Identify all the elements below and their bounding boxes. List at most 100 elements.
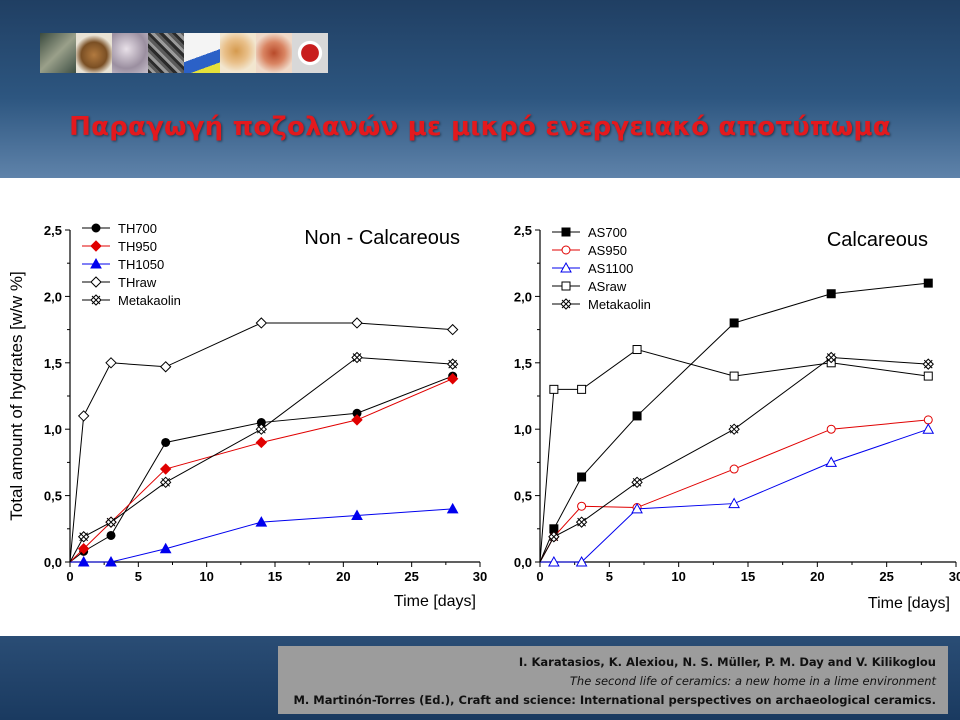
data-point-cross [79, 532, 89, 542]
x-tick-label: 10 [199, 569, 213, 584]
data-point [105, 357, 117, 369]
data-point [159, 542, 172, 554]
series-line [539, 348, 929, 563]
series-th950 [69, 373, 459, 563]
data-point [729, 318, 739, 328]
series-as1100 [540, 423, 935, 567]
legend-marker [90, 276, 102, 288]
data-point [105, 555, 117, 567]
legend-label: AS950 [588, 243, 627, 258]
data-point [77, 543, 90, 555]
x-tick-label: 20 [810, 569, 824, 584]
y-tick-label: 2,0 [514, 289, 532, 304]
data-point-cross [923, 359, 933, 369]
legend-label: Metakaolin [118, 293, 181, 308]
data-point-cross [632, 477, 642, 487]
data-point [255, 317, 268, 329]
data-point-cross [106, 517, 116, 527]
y-axis-label: Total amount of hydrates [w/w %] [7, 271, 26, 520]
data-point [577, 384, 587, 394]
data-point [351, 317, 363, 329]
legend: TH700 TH950 TH1050 THraw Metakaolin [82, 221, 181, 308]
legend: AS700 AS950 AS1100 ASraw Metakaolin [552, 225, 651, 312]
data-point [577, 501, 587, 511]
chart-title: Calcareous [827, 229, 928, 251]
citation-authors: I. Karatasios, K. Alexiou, N. S. Müller,… [518, 655, 936, 669]
data-point [77, 555, 90, 567]
citation-box: I. Karatasios, K. Alexiou, N. S. Müller,… [278, 646, 948, 714]
data-point-cross [549, 532, 559, 542]
series-line [69, 378, 453, 563]
data-point-cross [256, 424, 266, 434]
x-axis-label: Time [days] [868, 595, 950, 612]
x-tick-label: 5 [606, 569, 613, 584]
data-point-cross [826, 353, 836, 362]
data-point [729, 464, 739, 474]
data-point [351, 414, 363, 426]
pottery-photo [220, 33, 256, 73]
x-tick-label: 25 [879, 569, 893, 584]
data-point [922, 423, 935, 434]
legend-marker [561, 227, 571, 237]
x-tick-label: 15 [268, 569, 282, 584]
y-tick-label: 1,0 [44, 422, 62, 437]
image-strip [40, 33, 328, 73]
x-axis-label: Time [days] [394, 593, 476, 610]
data-point-cross [729, 424, 739, 434]
data-point [729, 371, 739, 381]
y-tick-label: 0,0 [44, 555, 62, 570]
data-point [825, 456, 838, 467]
y-tick-label: 0,5 [44, 489, 62, 504]
legend-label: TH700 [118, 221, 157, 236]
data-point [77, 410, 90, 422]
chart-panel: 0 5 10 15 20 25 30 0,0 0,5 1,0 1,5 2,0 2,5 Time [days… [0, 178, 960, 636]
data-point [923, 371, 933, 381]
data-point [826, 424, 836, 434]
legend-label: TH1050 [118, 257, 164, 272]
data-point [159, 361, 172, 373]
legend-marker-cross [91, 295, 101, 305]
data-point [446, 323, 459, 336]
x-tick-label: 20 [336, 569, 350, 584]
series-line [69, 356, 453, 563]
legend-marker [91, 223, 101, 233]
legend-marker [560, 261, 572, 273]
data-point [923, 415, 933, 425]
data-point-cross [352, 353, 362, 362]
citation-book: M. Martinón-Torres (Ed.), Craft and scie… [293, 693, 936, 707]
legend-marker [561, 281, 571, 291]
data-point [446, 502, 459, 514]
x-tick-label: 0 [66, 569, 73, 584]
legend-label: AS1100 [588, 261, 633, 276]
data-point [106, 530, 116, 540]
ceramic-fragment-photo [40, 33, 76, 73]
legend-label: ASraw [588, 279, 627, 294]
data-point [632, 411, 642, 421]
data-point-cross [161, 477, 171, 487]
data-point [548, 555, 560, 567]
data-point [632, 345, 642, 355]
data-point [161, 437, 171, 447]
slide-title: Παραγωγή ποζολανών με μικρό ενεργειακό α… [69, 112, 891, 142]
x-tick-label: 5 [135, 569, 142, 584]
y-tick-label: 1,0 [514, 422, 532, 437]
data-point [446, 373, 459, 385]
legend-label: THraw [118, 275, 157, 290]
data-point [923, 278, 933, 288]
chart-1: 0 5 10 15 20 25 30 0,0 0,5 1,0 1,5 2,0 2,5 Time [days… [7, 221, 487, 610]
sem-micrograph [148, 33, 184, 73]
data-point [159, 463, 172, 475]
y-tick-label: 2,5 [514, 223, 532, 238]
legend-label: AS700 [588, 225, 627, 240]
y-tick-label: 2,5 [44, 223, 62, 238]
slide-header: Παραγωγή ποζολανών με μικρό ενεργειακό α… [0, 0, 960, 178]
data-point [351, 509, 363, 521]
legend-label: TH950 [118, 239, 157, 254]
series-thraw [69, 317, 459, 563]
y-tick-label: 1,5 [44, 356, 62, 371]
data-point-cross [577, 517, 586, 527]
data-point [255, 436, 268, 449]
x-tick-label: 30 [473, 569, 487, 584]
series-th1050 [70, 502, 459, 567]
series-metakaolin [539, 351, 934, 563]
